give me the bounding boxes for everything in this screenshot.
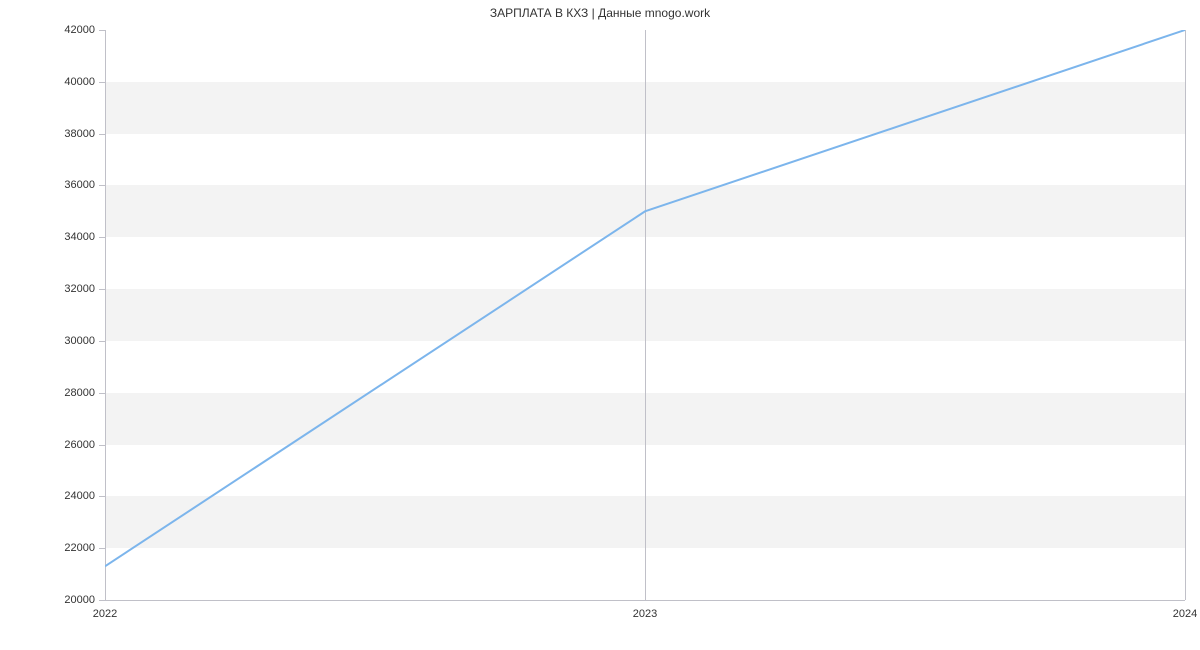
y-tick-label: 32000 [55, 283, 95, 295]
x-tick-label: 2023 [633, 608, 657, 620]
y-tick-label: 22000 [55, 542, 95, 554]
chart-title: ЗАРПЛАТА В КХЗ | Данные mnogo.work [0, 6, 1200, 20]
y-tick-label: 20000 [55, 594, 95, 606]
y-tick-label: 34000 [55, 231, 95, 243]
y-tick-label: 24000 [55, 490, 95, 502]
y-tick-label: 40000 [55, 76, 95, 88]
chart-container: ЗАРПЛАТА В КХЗ | Данные mnogo.work 20000… [0, 0, 1200, 650]
x-axis-line [105, 600, 1185, 601]
line-layer [105, 30, 1185, 600]
y-tick-label: 30000 [55, 335, 95, 347]
y-tick-label: 26000 [55, 439, 95, 451]
plot-area [105, 30, 1185, 600]
x-gridline [1185, 30, 1186, 600]
y-tick-label: 36000 [55, 179, 95, 191]
y-tick-label: 42000 [55, 24, 95, 36]
x-tick-label: 2024 [1173, 608, 1197, 620]
y-tick-label: 28000 [55, 387, 95, 399]
y-tick-label: 38000 [55, 128, 95, 140]
y-tick [99, 600, 105, 601]
x-tick-label: 2022 [93, 608, 117, 620]
series-line [105, 30, 1185, 566]
